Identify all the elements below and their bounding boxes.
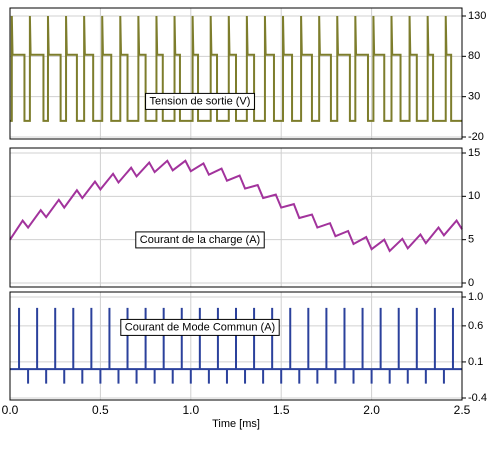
line-series — [10, 307, 462, 384]
y-tick-label: 15 — [468, 147, 480, 159]
plot-border — [9, 147, 463, 288]
y-tick-label: 5 — [468, 234, 474, 246]
y-tick-label: -20 — [468, 131, 484, 143]
line-series — [10, 15, 462, 122]
plot-border — [9, 7, 463, 140]
y-tick-label: 30 — [468, 91, 480, 103]
series-label: Courant de la charge (A) — [140, 234, 260, 246]
label-box — [120, 318, 280, 336]
x-tick-label: 1.5 — [273, 403, 290, 417]
x-tick-label: 0.5 — [92, 403, 109, 417]
x-tick-label: 2.5 — [454, 403, 471, 417]
line-series — [9, 159, 463, 253]
y-tick-label: -0.4 — [468, 392, 487, 404]
y-tick-label: 80 — [468, 50, 480, 62]
y-tick-label: 130 — [468, 10, 486, 22]
x-axis-label: Time [ms] — [212, 418, 260, 430]
label-box — [135, 231, 265, 249]
x-tick-label: 1.0 — [182, 403, 199, 417]
y-tick-label: 1.0 — [468, 291, 483, 303]
x-tick-label: 2.0 — [363, 403, 380, 417]
y-tick-label: 10 — [468, 190, 480, 202]
y-tick-label: 0.6 — [468, 320, 483, 332]
series-label: Courant de Mode Commun (A) — [125, 321, 275, 333]
plot-area — [10, 148, 462, 287]
x-tick-label: 0.0 — [2, 403, 19, 417]
plot-border — [9, 291, 463, 401]
series-label: Tension de sortie (V) — [150, 95, 251, 107]
label-box — [145, 92, 255, 110]
y-tick-label: 0 — [468, 277, 474, 289]
y-tick-label: 0.1 — [468, 356, 483, 368]
